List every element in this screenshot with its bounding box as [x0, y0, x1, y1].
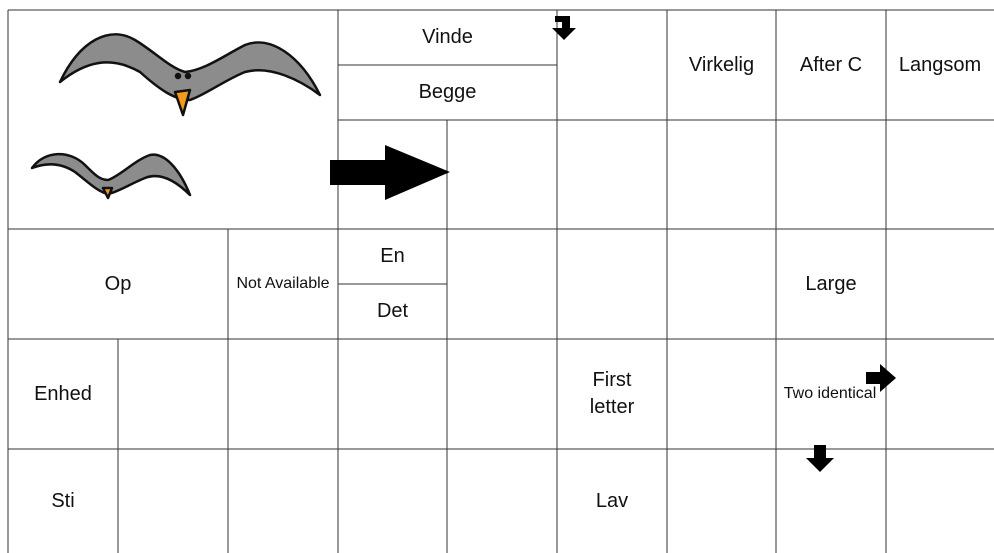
cell-label: Not Available: [236, 275, 330, 293]
right-arrow: [866, 364, 896, 392]
cell-label: Op: [104, 272, 132, 295]
cell-label: Begge: [418, 81, 477, 103]
big-right-arrow: [330, 145, 450, 200]
cell-label: Two identical: [783, 385, 877, 403]
grid-lines: [7, 9, 994, 553]
cell-label: Det: [376, 300, 409, 322]
cell-label: En: [380, 245, 405, 267]
cell-label: Langsom: [898, 53, 982, 76]
arrows: [330, 16, 896, 472]
small-bird: [30, 152, 192, 200]
cell-label: First letter: [589, 369, 635, 418]
cell-label: Sti: [51, 489, 75, 512]
cell-label: Vinde: [422, 26, 473, 48]
cell-label: Lav: [595, 489, 629, 512]
big-bird: [58, 33, 322, 117]
small-down-arrow: [552, 16, 576, 40]
cell-label: Virkelig: [688, 53, 755, 76]
down-arrow: [806, 445, 834, 472]
cell-label: Enhed: [34, 382, 92, 405]
cell-label: Large: [805, 272, 857, 295]
cell-label: After C: [799, 53, 863, 76]
